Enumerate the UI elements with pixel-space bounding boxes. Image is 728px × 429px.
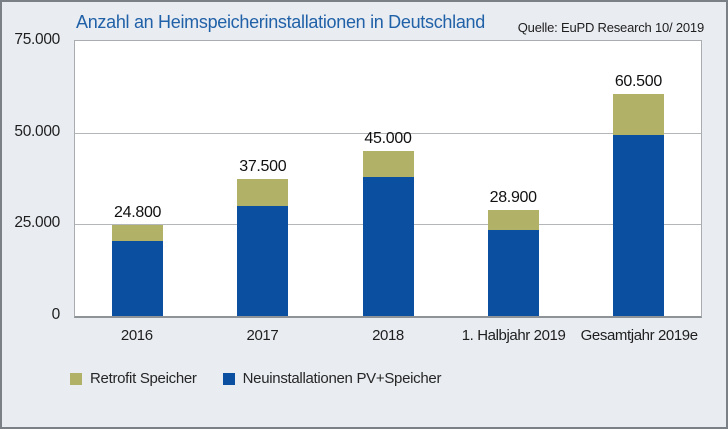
bar-segment-neuinstallationen xyxy=(237,206,289,316)
x-axis-labels: 2016 2017 2018 1. Halbjahr 2019 Gesamtjahr 2… xyxy=(74,327,702,344)
x-category-label: Gesamtjahr 2019e xyxy=(580,327,698,344)
y-tick-label: 75.000 xyxy=(14,31,60,48)
bar-total-label: 60.500 xyxy=(614,73,662,91)
bar-segment-retrofit xyxy=(237,178,289,206)
bar-total-label: 37.500 xyxy=(239,157,287,175)
bar-segment-retrofit xyxy=(112,225,164,241)
bar-segment-retrofit xyxy=(612,94,664,135)
plot-area: 24.800 37.500 45.000 28.900 60.500 xyxy=(74,40,702,318)
x-category-label: 2018 xyxy=(372,327,404,344)
legend-label-retrofit: Retrofit Speicher xyxy=(90,370,197,387)
chart-title: Anzahl an Heimspeicherinstallationen in … xyxy=(76,12,485,32)
bar-total-label: 24.800 xyxy=(114,204,162,222)
bar-segment-neuinstallationen xyxy=(612,134,664,316)
y-tick-label: 25.000 xyxy=(14,214,60,232)
bar-segment-neuinstallationen xyxy=(112,240,164,316)
bar-total-label: 45.000 xyxy=(364,130,412,147)
legend-label-neuinstallationen: Neuinstallationen PV+Speicher xyxy=(242,370,442,387)
legend-swatch-neuinstallationen-icon xyxy=(222,372,235,385)
bar-segment-neuinstallationen xyxy=(487,229,539,316)
y-tick-label: 50.000 xyxy=(14,122,60,140)
legend: Retrofit Speicher Neuinstallationen PV+S… xyxy=(70,370,441,387)
y-tick-label: 0 xyxy=(51,306,61,323)
bar-segment-retrofit xyxy=(362,151,414,177)
source-note: Quelle: EuPD Research 10/ 2019 xyxy=(517,20,704,35)
x-category-label: 2016 xyxy=(120,327,153,344)
x-category-label: 2017 xyxy=(246,327,279,344)
legend-item-neuinstallationen: Neuinstallationen PV+Speicher xyxy=(222,370,442,387)
legend-item-retrofit-speicher: Retrofit Speicher xyxy=(70,370,197,387)
legend-swatch-retrofit-icon xyxy=(70,372,82,385)
bar-segment-neuinstallationen xyxy=(362,176,414,316)
gridline-50.000 xyxy=(75,132,701,134)
x-category-label: 1. Halbjahr 2019 xyxy=(461,327,566,344)
bar-total-label: 28.900 xyxy=(489,189,537,206)
bar-segment-retrofit xyxy=(487,210,539,230)
